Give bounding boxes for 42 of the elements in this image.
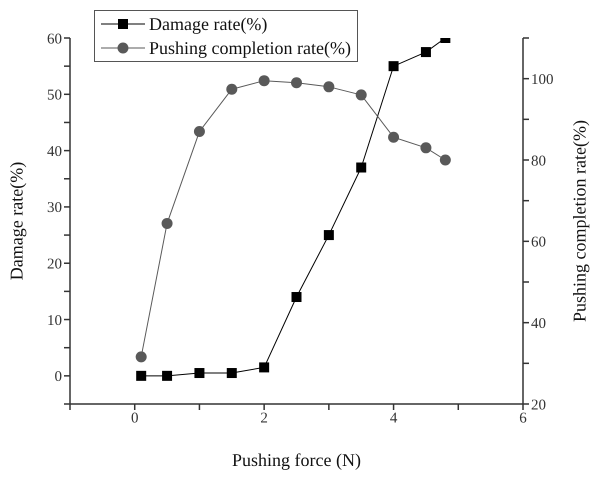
point bbox=[259, 362, 270, 372]
y2-tick-label: 100 bbox=[531, 72, 554, 88]
point bbox=[420, 47, 431, 58]
y2-tick-label: 80 bbox=[531, 153, 546, 170]
point bbox=[226, 84, 238, 95]
x-tick-label: 4 bbox=[390, 410, 398, 427]
y2-tick-label: 40 bbox=[531, 316, 546, 332]
point bbox=[388, 132, 400, 143]
point bbox=[136, 370, 146, 381]
point bbox=[324, 230, 334, 240]
y-axis-title: Damage rate(%) bbox=[6, 162, 26, 280]
point bbox=[356, 89, 367, 100]
legend-label: Damage rate(%) bbox=[149, 13, 268, 36]
y-tick-label: 10 bbox=[47, 312, 62, 329]
point bbox=[292, 292, 302, 302]
point bbox=[388, 61, 399, 72]
y2-axis-title: Pushing completion rate(%) bbox=[569, 120, 590, 322]
point bbox=[162, 370, 172, 381]
x-tick-label: 6 bbox=[519, 410, 528, 427]
point bbox=[291, 77, 302, 88]
legend-label: Pushing completion rate(%) bbox=[149, 37, 351, 60]
point bbox=[323, 81, 334, 92]
point bbox=[356, 162, 366, 173]
y-tick-label: 50 bbox=[47, 88, 62, 104]
y-tick-label: 40 bbox=[47, 144, 62, 160]
y-tick-label: 30 bbox=[47, 200, 62, 216]
point bbox=[162, 218, 173, 229]
point bbox=[258, 75, 270, 86]
point bbox=[420, 142, 432, 154]
point bbox=[194, 126, 205, 138]
y-tick-label: 20 bbox=[47, 256, 62, 273]
point bbox=[440, 154, 451, 166]
y2-tick-label: 60 bbox=[531, 234, 546, 251]
y-tick-label: 0 bbox=[54, 369, 62, 386]
x-tick-label: 2 bbox=[260, 410, 268, 427]
y2-tick-label: 20 bbox=[531, 397, 546, 414]
point bbox=[194, 368, 204, 378]
point bbox=[136, 351, 147, 362]
x-axis-title: Pushing force (N) bbox=[232, 450, 361, 470]
y-tick-label: 60 bbox=[47, 31, 62, 48]
point bbox=[226, 368, 237, 378]
x-tick-label: 0 bbox=[130, 410, 138, 427]
